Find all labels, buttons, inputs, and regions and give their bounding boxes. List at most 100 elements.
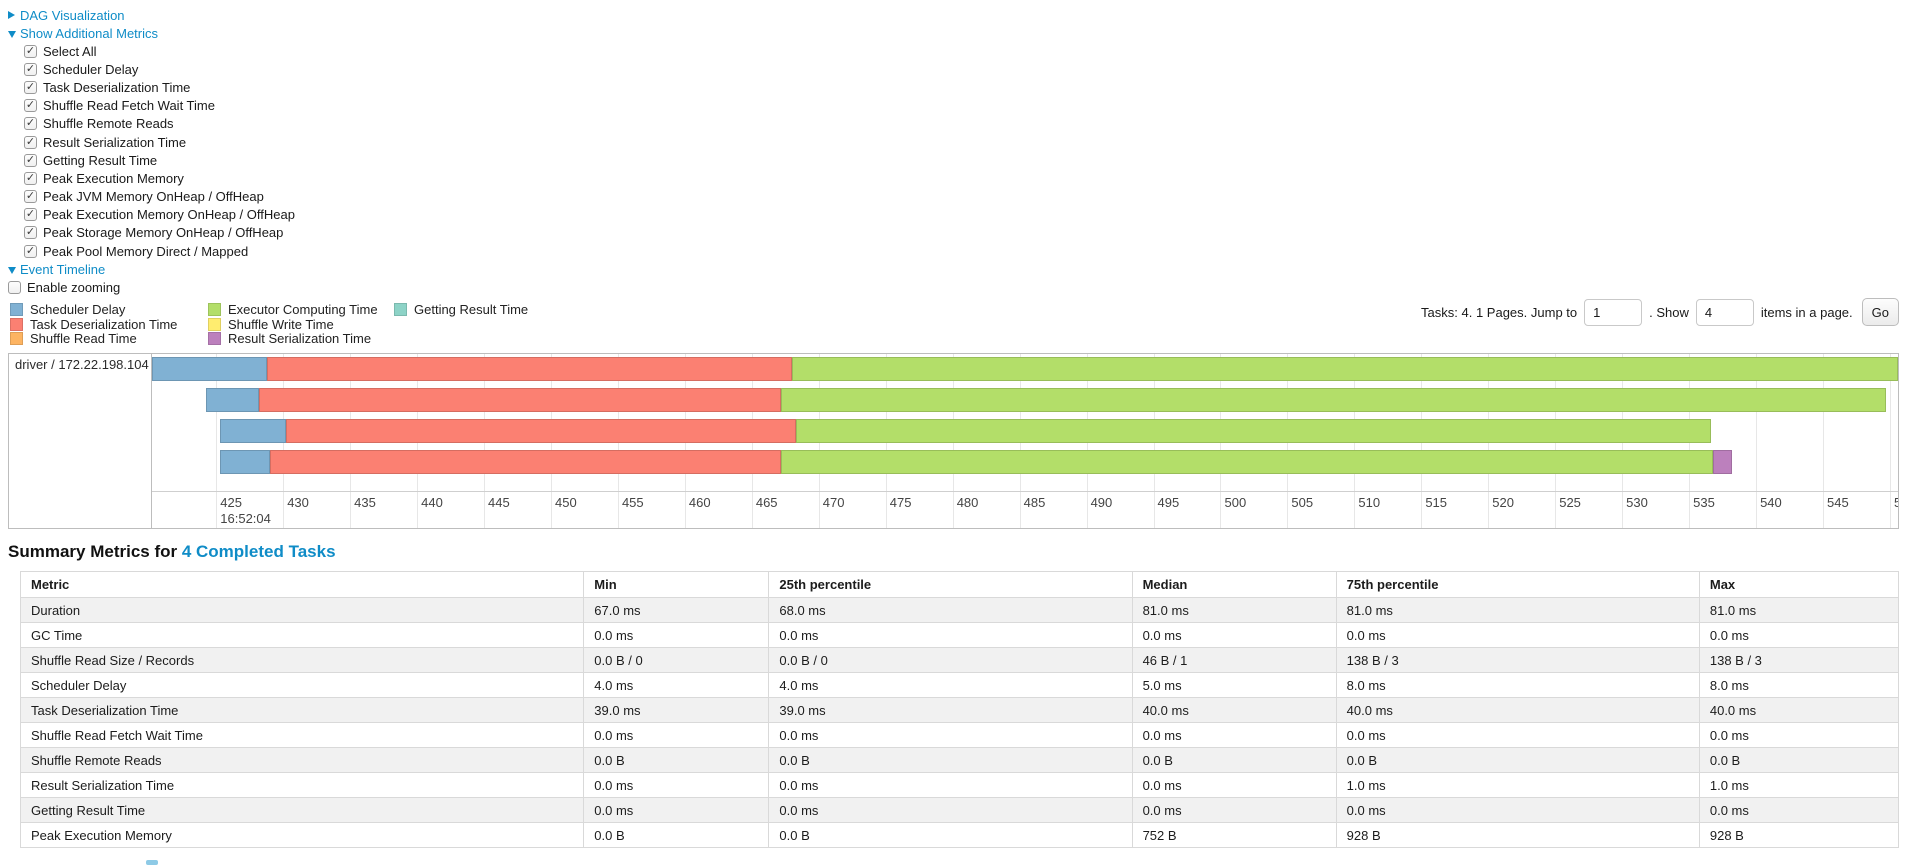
metric-checkbox-row: ✓ Peak Storage Memory OnHeap / OffHeap — [8, 224, 295, 242]
dag-visualization-toggle[interactable]: DAG Visualization — [8, 6, 295, 24]
metric-checkbox[interactable]: ✓ — [24, 208, 37, 222]
metric-checkbox[interactable]: ✓ — [24, 190, 37, 204]
table-row: Scheduler Delay 4.0 ms 4.0 ms 5.0 ms 8.0 ms 8… — [19, 672, 1900, 698]
collapsed-arrow-icon — [8, 11, 15, 19]
task-segment-executor-computing[interactable] — [781, 450, 1714, 474]
metric-value-cell: 40.0 ms — [1335, 697, 1700, 723]
timeline-tick-label: 435 — [354, 495, 376, 510]
timeline-tick-label: 465 — [755, 495, 778, 510]
metric-checkbox-row: ✓ Result Serialization Time — [8, 133, 295, 151]
legend-label: Shuffle Write Time — [228, 316, 334, 332]
metric-value-cell: 0.0 ms — [768, 772, 1133, 798]
metric-checkbox-label: Peak Execution Memory — [43, 170, 184, 186]
task-segment-scheduler-delay[interactable] — [220, 419, 286, 443]
metric-value-cell: 1.0 ms — [1698, 772, 1900, 798]
metric-checkbox[interactable]: ✓ — [24, 153, 37, 167]
metric-value-cell: 0.0 ms — [1698, 797, 1900, 823]
task-segment-scheduler-delay[interactable] — [152, 357, 268, 381]
metric-value-cell: 0.0 ms — [583, 722, 770, 748]
metric-value-cell: 0.0 ms — [1698, 722, 1900, 748]
scheduler-delay-swatch-icon — [10, 303, 23, 317]
metric-checkbox[interactable]: ✓ — [24, 44, 37, 58]
table-row: GC Time 0.0 ms 0.0 ms 0.0 ms 0.0 ms 0.0 ms — [19, 622, 1900, 648]
timeline-tick-label: 530 — [1626, 495, 1648, 510]
task-bar-row — [152, 388, 1898, 412]
metric-value-cell: 40.0 ms — [1698, 697, 1900, 723]
metric-checkbox[interactable]: ✓ — [24, 171, 37, 185]
timeline-legend: Scheduler Delay Task Deserialization Time… — [10, 302, 528, 346]
table-row: Shuffle Remote Reads 0.0 B 0.0 B 0.0 B 0.0 B… — [19, 747, 1900, 773]
show-additional-metrics-link[interactable]: Show Additional Metrics — [20, 25, 159, 41]
metric-checkbox[interactable]: ✓ — [24, 135, 37, 149]
task-segment-result-serialization[interactable] — [1713, 450, 1732, 474]
table-row: Shuffle Read Fetch Wait Time 0.0 ms 0.0 ms… — [19, 722, 1900, 748]
metric-checkbox-label: Getting Result Time — [43, 152, 158, 168]
task-segment-executor-computing[interactable] — [792, 357, 1898, 381]
metric-checkbox[interactable]: ✓ — [24, 117, 37, 131]
event-timeline-toggle[interactable]: Event Timeline — [8, 260, 295, 278]
show-additional-metrics-toggle[interactable]: Show Additional Metrics — [8, 24, 295, 42]
task-segment-task-deserialization[interactable] — [259, 388, 782, 412]
metric-checkbox-label: Peak JVM Memory OnHeap / OffHeap — [43, 189, 264, 205]
timeline-tick-label: 535 — [1693, 495, 1715, 510]
legend-item: Scheduler Delay — [10, 302, 208, 317]
metric-checkbox[interactable]: ✓ — [24, 80, 37, 94]
metric-name-cell: Task Deserialization Time — [19, 697, 585, 723]
metric-checkbox[interactable]: ✓ — [24, 62, 37, 76]
metric-value-cell: 0.0 B — [583, 747, 770, 773]
legend-label: Executor Computing Time — [228, 302, 378, 318]
event-timeline-link[interactable]: Event Timeline — [20, 261, 106, 277]
metric-checkbox-row: ✓ Select All — [8, 42, 295, 60]
metric-name-cell: Duration — [19, 597, 585, 623]
task-segment-executor-computing[interactable] — [796, 419, 1711, 443]
metric-checkbox-row: ✓ Shuffle Remote Reads — [8, 115, 295, 133]
task-segment-scheduler-delay[interactable] — [205, 388, 260, 412]
metric-checkbox[interactable]: ✓ — [24, 226, 37, 240]
dag-visualization-link[interactable]: DAG Visualization — [20, 7, 125, 23]
metric-value-cell: 0.0 B — [1335, 747, 1700, 773]
task-bar-row — [152, 419, 1898, 443]
table-header-row: Metric Min 25th percentile Median 75th perce… — [19, 571, 1900, 598]
metric-value-cell: 1.0 ms — [1335, 772, 1700, 798]
timeline-gridline — [1889, 354, 1891, 528]
timeline-tick-label: 450 — [555, 495, 577, 510]
expanded-arrow-icon — [8, 30, 16, 38]
metric-checkbox-list: ✓ Select All ✓ Scheduler Delay ✓ Task Deseria… — [8, 42, 295, 260]
metric-value-cell: 0.0 B — [768, 822, 1133, 848]
metric-value-cell: 8.0 ms — [1335, 672, 1700, 698]
task-segment-task-deserialization[interactable] — [285, 419, 797, 443]
metric-checkbox-label: Shuffle Read Fetch Wait Time — [43, 98, 215, 114]
legend-label: Result Serialization Time — [228, 331, 372, 346]
legend-label: Shuffle Read Time — [30, 331, 137, 346]
metric-value-cell: 39.0 ms — [583, 697, 770, 723]
go-button[interactable]: Go — [1861, 298, 1899, 326]
task-segment-executor-computing[interactable] — [781, 388, 1886, 412]
summary-metrics-table: Metric Min 25th percentile Median 75th perce… — [19, 571, 1900, 848]
metric-value-cell: 0.0 ms — [583, 772, 770, 798]
enable-zooming-checkbox[interactable] — [8, 280, 21, 294]
completed-tasks-link[interactable]: 4 Completed Tasks — [181, 542, 336, 561]
metric-value-cell: 39.0 ms — [768, 697, 1133, 723]
task-deserialization-swatch-icon — [10, 317, 23, 331]
metric-name-cell: Shuffle Read Fetch Wait Time — [19, 722, 585, 748]
task-segment-task-deserialization[interactable] — [267, 357, 792, 381]
metric-checkbox[interactable]: ✓ — [24, 99, 37, 113]
expanded-arrow-icon — [8, 266, 16, 274]
timeline-tick-label: 485 — [1023, 495, 1046, 510]
summary-metrics-heading: Summary Metrics for 4 Completed Tasks — [8, 542, 336, 562]
task-segment-task-deserialization[interactable] — [269, 450, 782, 474]
items-per-page-input[interactable] — [1695, 298, 1754, 326]
metric-checkbox-row: ✓ Peak Execution Memory — [8, 169, 295, 187]
show-label: . Show — [1649, 304, 1689, 320]
task-segment-scheduler-delay[interactable] — [220, 450, 270, 474]
legend-column: Executor Computing Time Shuffle Write Tim… — [208, 302, 394, 346]
timeline-tick-label: 545 — [1827, 495, 1849, 510]
metric-value-cell: 8.0 ms — [1698, 672, 1900, 698]
jump-to-page-input[interactable] — [1584, 298, 1643, 326]
metric-value-cell: 0.0 ms — [768, 797, 1133, 823]
metric-value-cell: 0.0 ms — [1698, 622, 1900, 648]
table-header-cell: 75th percentile — [1335, 571, 1700, 598]
timeline-tick-label: 440 — [421, 495, 443, 510]
metric-checkbox[interactable]: ✓ — [24, 244, 37, 258]
legend-item: Task Deserialization Time — [10, 317, 208, 332]
